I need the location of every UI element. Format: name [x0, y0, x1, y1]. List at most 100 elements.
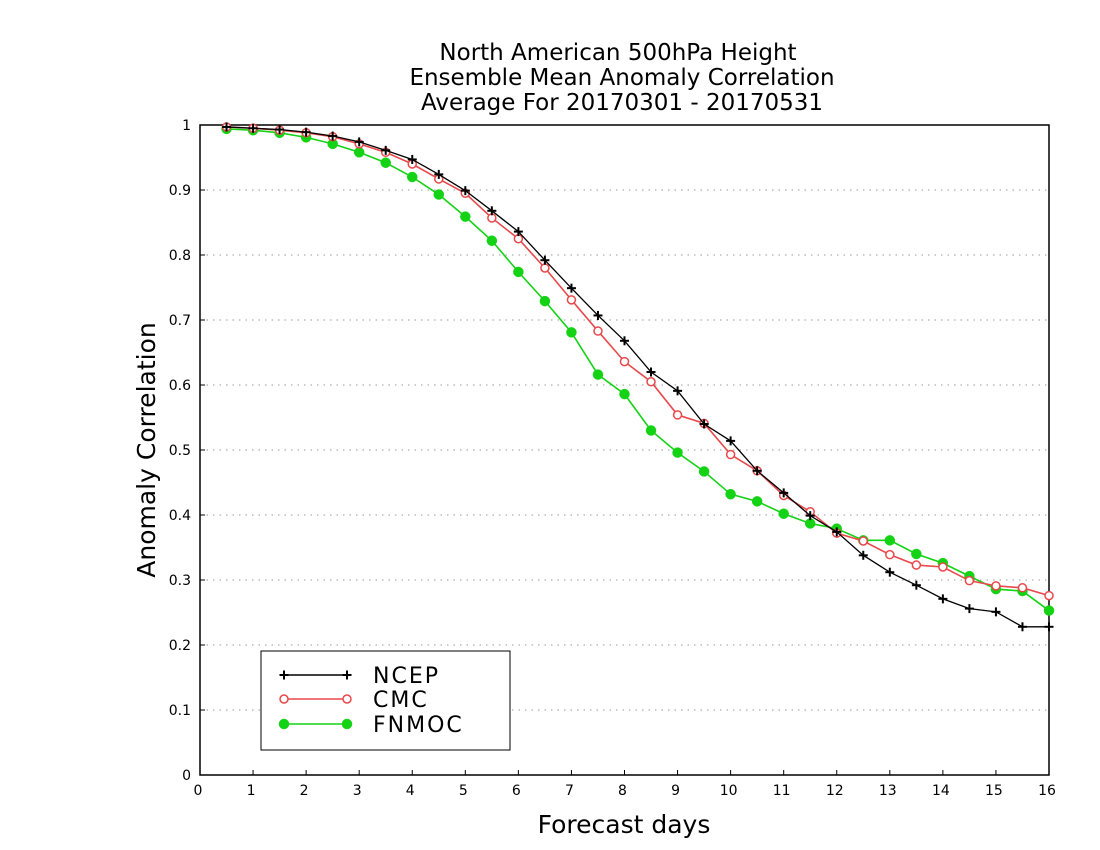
- data-point-fnmoc: [592, 369, 604, 380]
- x-tick-label: 13: [879, 783, 897, 799]
- legend-marker-fnmoc: [278, 718, 290, 730]
- y-tick-label: 0.7: [169, 313, 191, 329]
- series-fnmoc: [221, 123, 1055, 616]
- legend-marker-ncep: [279, 670, 289, 680]
- data-point-cmc: [540, 263, 550, 273]
- data-point-cmc: [672, 410, 683, 420]
- title-line-2: Ensemble Mean Anomaly Correlation: [409, 65, 834, 91]
- y-tick-label: 0.9: [169, 183, 191, 199]
- data-point-fnmoc: [460, 211, 471, 222]
- data-point-ncep: [275, 125, 285, 135]
- legend-label-fnmoc: FNMOC: [373, 713, 464, 738]
- y-tick-label: 0.1: [169, 703, 191, 719]
- legend-marker-ncep: [342, 670, 352, 680]
- data-point-ncep: [964, 604, 974, 614]
- data-point-ncep: [991, 607, 1001, 617]
- data-point-fnmoc: [353, 147, 365, 158]
- data-point-ncep: [328, 131, 338, 141]
- data-point-fnmoc: [513, 266, 524, 278]
- title-line-3: Average For 20170301 - 20170531: [421, 90, 823, 116]
- x-tick-label: 11: [773, 783, 791, 799]
- y-tick-label: 0.3: [169, 573, 191, 589]
- x-tick-label: 14: [932, 783, 950, 799]
- data-point-fnmoc: [619, 388, 630, 400]
- y-tick-label: 0: [182, 768, 191, 784]
- legend-item-cmc: CMC: [279, 688, 429, 713]
- data-point-ncep: [222, 122, 232, 132]
- data-point-cmc: [991, 581, 1001, 591]
- x-tick-label: 4: [406, 783, 415, 799]
- data-point-fnmoc: [911, 548, 922, 560]
- data-point-ncep: [540, 255, 550, 265]
- data-point-fnmoc: [645, 425, 657, 436]
- x-tick-label: 7: [565, 783, 574, 799]
- data-point-fnmoc: [486, 235, 498, 246]
- data-point-ncep: [248, 123, 258, 133]
- title-line-1: North American 500hPa Height: [439, 40, 796, 66]
- data-point-cmc: [566, 295, 577, 305]
- data-point-ncep: [487, 206, 497, 216]
- legend-label-ncep: NCEP: [373, 664, 440, 689]
- x-tick-label: 0: [194, 783, 203, 799]
- x-tick-label: 3: [353, 783, 362, 799]
- data-point-fnmoc: [433, 189, 445, 200]
- data-point-ncep: [911, 580, 921, 590]
- data-point-ncep: [885, 567, 895, 577]
- y-tick-label: 1: [182, 118, 191, 134]
- data-point-ncep: [407, 154, 417, 164]
- data-point-ncep: [1017, 622, 1027, 632]
- x-axis-ticks: 0 1 2 3 4 5 6 7 8 9 10 11 12 13 14 15 16: [194, 770, 1056, 799]
- series-line-ncep: [226, 126, 1049, 628]
- gridlines: [200, 189, 1049, 711]
- data-point-fnmoc: [566, 327, 577, 338]
- y-axis-ticks: 0 0.1 0.2 0.3 0.4 0.5 0.6 0.7 0.8 0.9 1: [169, 118, 205, 784]
- x-tick-label: 16: [1038, 783, 1056, 799]
- data-point-fnmoc: [884, 535, 896, 546]
- data-point-fnmoc: [539, 295, 551, 307]
- y-tick-label: 0.8: [169, 248, 191, 264]
- series-group: [221, 122, 1055, 632]
- data-point-cmc: [725, 449, 736, 460]
- data-point-fnmoc: [778, 508, 789, 519]
- data-point-ncep: [513, 227, 523, 237]
- data-point-ncep: [646, 367, 656, 377]
- data-point-ncep: [354, 137, 364, 147]
- data-point-ncep: [779, 488, 789, 498]
- y-tick-label: 0.5: [169, 443, 191, 459]
- series-cmc: [221, 122, 1054, 601]
- series-line-cmc: [226, 126, 1050, 597]
- x-tick-label: 10: [720, 783, 738, 799]
- data-point-ncep: [805, 511, 815, 521]
- data-point-ncep: [832, 527, 842, 537]
- x-tick-label: 2: [300, 783, 309, 799]
- data-point-ncep: [938, 594, 948, 604]
- y-tick-label: 0.4: [169, 508, 191, 524]
- data-point-cmc: [964, 575, 975, 586]
- x-tick-label: 15: [985, 783, 1003, 799]
- legend-marker-cmc: [342, 694, 352, 704]
- data-point-cmc: [938, 562, 948, 572]
- data-point-ncep: [699, 419, 709, 429]
- data-point-fnmoc: [1043, 605, 1055, 616]
- x-tick-label: 12: [826, 783, 844, 799]
- data-point-cmc: [646, 377, 656, 387]
- data-point-ncep: [673, 386, 683, 396]
- data-point-cmc: [911, 560, 922, 570]
- data-point-fnmoc: [380, 157, 391, 168]
- y-tick-label: 0.6: [169, 378, 191, 394]
- legend-label-cmc: CMC: [373, 688, 429, 713]
- data-point-ncep: [1044, 622, 1054, 632]
- legend-item-ncep: NCEP: [279, 664, 440, 689]
- x-axis-title: Forecast days: [538, 810, 711, 839]
- data-point-ncep: [726, 436, 736, 446]
- data-point-ncep: [620, 336, 629, 346]
- legend-marker-fnmoc: [341, 718, 353, 730]
- legend-item-fnmoc: FNMOC: [278, 713, 464, 738]
- x-tick-label: 1: [247, 783, 256, 799]
- data-point-ncep: [593, 310, 603, 320]
- series-ncep: [222, 122, 1054, 632]
- y-axis-title: Anomaly Correlation: [132, 322, 161, 577]
- data-point-cmc: [1044, 590, 1054, 601]
